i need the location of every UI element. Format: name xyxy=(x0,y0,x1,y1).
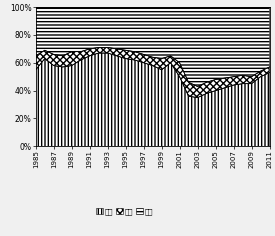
Legend: 撤回, 驳回, 授权: 撤回, 驳回, 授权 xyxy=(96,208,153,215)
